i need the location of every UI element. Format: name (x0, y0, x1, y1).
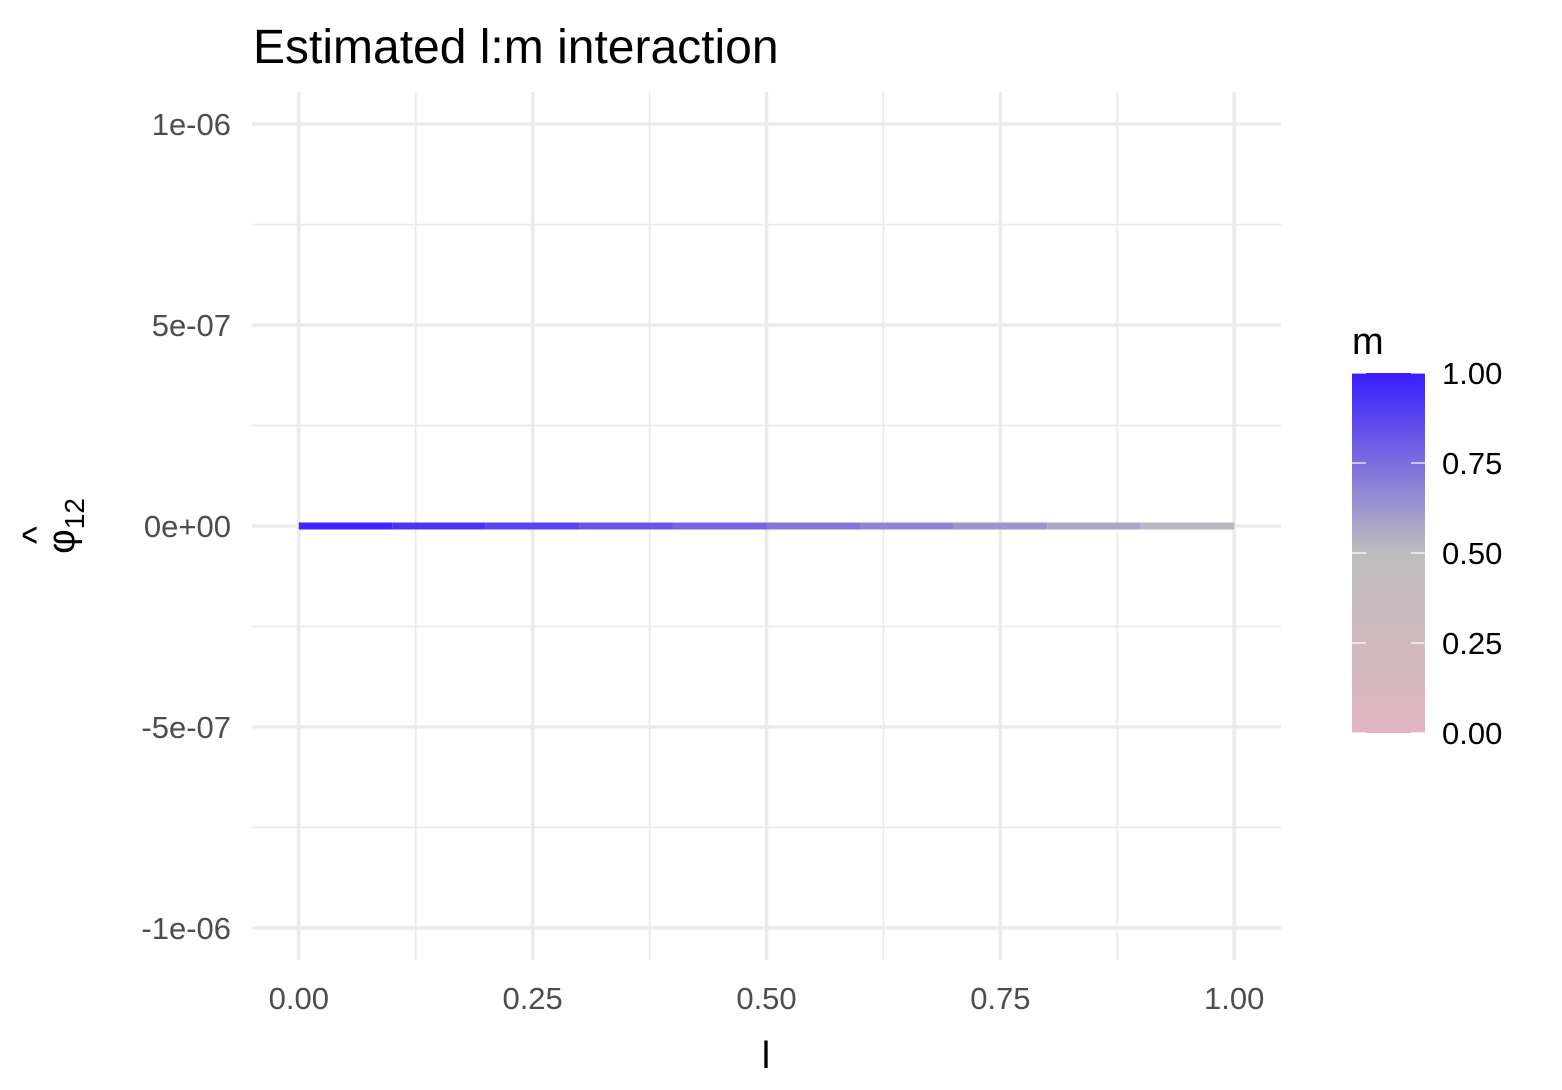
y-axis-title-symbol: φ (41, 529, 83, 554)
y-tick-label: 1e-06 (152, 107, 231, 142)
x-tick-label: 0.00 (269, 981, 329, 1016)
y-axis-ticks: -1e-06 -5e-07 0e+00 5e-07 1e-06 (141, 107, 231, 946)
legend-tick-label: 0.75 (1442, 446, 1502, 481)
svg-text:φ12: φ12 (41, 498, 90, 554)
legend-title: m (1352, 321, 1384, 363)
legend-tick-label: 0.50 (1442, 536, 1502, 571)
x-tick-label: 1.00 (1204, 981, 1264, 1016)
x-tick-label: 0.75 (970, 981, 1030, 1016)
chart-title: Estimated l:m interaction (253, 21, 779, 74)
x-tick-label: 0.50 (736, 981, 796, 1016)
x-tick-label: 0.25 (502, 981, 562, 1016)
color-legend: m 0.00 0.25 0.50 0.75 1.00 (1352, 321, 1502, 751)
x-axis-title: l (762, 1035, 770, 1077)
legend-tick-label: 1.00 (1442, 356, 1502, 391)
y-tick-label: -5e-07 (141, 710, 231, 745)
y-tick-label: 5e-07 (152, 308, 231, 343)
y-tick-label: 0e+00 (144, 509, 231, 544)
y-axis-title-hat: ^ (16, 526, 58, 544)
y-tick-label: -1e-06 (141, 911, 231, 946)
x-axis-ticks: 0.00 0.25 0.50 0.75 1.00 (269, 981, 1265, 1016)
legend-tick-label: 0.00 (1442, 716, 1502, 751)
y-axis-title-subscript: 12 (59, 498, 90, 529)
legend-tick-label: 0.25 (1442, 626, 1502, 661)
y-axis-title: φ12 ^ (16, 498, 90, 554)
